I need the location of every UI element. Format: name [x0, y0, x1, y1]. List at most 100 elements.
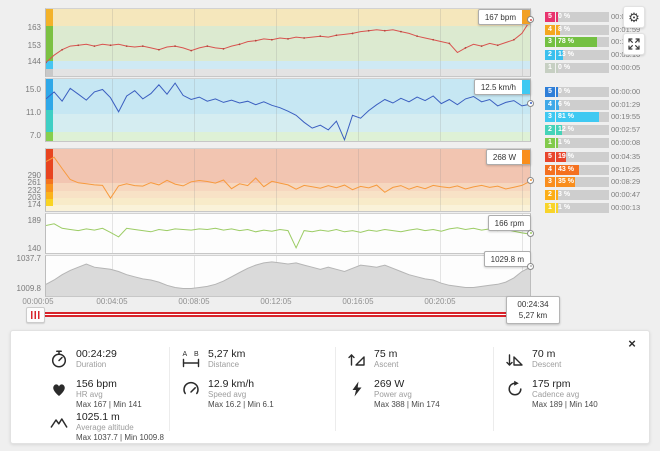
scrubber-tooltip: 00:24:34 5,27 km: [506, 296, 560, 324]
cadence-y-tick: 140: [27, 243, 41, 253]
zone-percent-bar: [556, 37, 597, 48]
zone-time-value: 00:02:57: [611, 125, 641, 135]
power-current-zone-swatch: [522, 150, 530, 164]
descent-icon: [505, 349, 525, 369]
gridline: [440, 214, 441, 253]
zone-time-value: 00:10:25: [611, 164, 641, 174]
heart-icon: [49, 379, 69, 399]
zone-percent-bar: [556, 202, 558, 213]
cadence-y-tick: 189: [27, 215, 41, 225]
power-y-tick: 261: [27, 178, 41, 188]
stat-minmax: Max 1037.7 | Min 1009.8: [76, 433, 164, 442]
power-zone-band: [46, 197, 530, 205]
zone-percent-bar: [556, 62, 558, 73]
cadence-cursor-dot: [527, 229, 534, 237]
cadence-series-line: [46, 223, 530, 249]
stat-minmax: Max 167 | Min 141: [76, 400, 142, 409]
divider: [493, 347, 494, 431]
power-zone-row-3: 3 35 % 00:08:29: [545, 177, 657, 188]
speed-y-tick: 15.0: [25, 84, 41, 94]
gridline: [276, 149, 277, 211]
heart-rate-chart[interactable]: [45, 8, 531, 77]
hr-current-zone-swatch: [522, 10, 530, 24]
zone-percent-track: 35 %: [556, 177, 609, 188]
x-axis-tick-label: 00:04:05: [96, 297, 128, 306]
zone-percent-bar: [556, 190, 558, 201]
stat-label: Distance: [208, 360, 240, 369]
power-y-tick: 203: [27, 192, 41, 202]
zone-percent-value: 6 %: [558, 100, 571, 108]
close-summary-button[interactable]: ×: [628, 336, 636, 351]
speed-series-line: [46, 82, 530, 141]
stat-minmax: Max 189 | Min 140: [532, 400, 598, 409]
altitude-chart[interactable]: [45, 255, 531, 297]
power-zone-band: [46, 190, 530, 198]
gridline: [194, 79, 195, 141]
divider: [335, 347, 336, 431]
scrubber-handle[interactable]: [26, 307, 45, 323]
stat-label: Speed avg: [208, 390, 247, 399]
zone-number-badge: 1: [545, 62, 555, 73]
stat-value: 156 bpm: [76, 378, 117, 390]
zone-percent-value: 81 %: [558, 113, 574, 121]
stat-power-avg: 269 W Power avg Max 388 | Min 174: [347, 378, 440, 410]
gridline: [276, 79, 277, 141]
gridline: [522, 79, 523, 141]
speed-y-tick: 11.0: [26, 107, 41, 117]
settings-button[interactable]: ⚙: [623, 6, 645, 28]
gridline: [112, 9, 113, 76]
zone-time-value: 00:00:13: [611, 202, 641, 212]
power-zone-strip: [46, 198, 53, 207]
zone-number-badge: 3: [545, 112, 555, 123]
power-zone-band: [46, 183, 530, 191]
gridline: [194, 149, 195, 211]
zone-percent-value: 12 %: [558, 126, 574, 134]
hr-zone-strip: [46, 60, 53, 70]
zone-number-badge: 2: [545, 125, 555, 136]
stat-label: Duration: [76, 360, 107, 369]
stat-value: 12.9 km/h: [208, 378, 255, 390]
gridline: [440, 79, 441, 141]
stat-descent: 70 m Descent: [505, 348, 561, 370]
power-chart[interactable]: [45, 148, 531, 212]
power-zone-row-4: 4 43 % 00:10:25: [545, 164, 657, 175]
zone-number-badge: 2: [545, 190, 555, 201]
zone-percent-value: 1 %: [558, 138, 571, 146]
gridline: [194, 9, 195, 76]
speed-value-tooltip: 12.5 km/h: [473, 79, 531, 95]
gridline: [358, 79, 359, 141]
stat-value: 1025.1 m: [76, 411, 120, 423]
speed-zone-strip: [46, 131, 53, 141]
zone-time-value: 00:01:59: [611, 24, 641, 34]
stat-label: Cadence avg: [532, 390, 580, 399]
hr-y-tick: 144: [27, 57, 41, 67]
gridline: [194, 256, 195, 296]
speed-y-tick: 7.0: [29, 131, 41, 141]
drag-bars-icon: [31, 311, 40, 319]
hr-zone-band: [46, 9, 530, 26]
x-axis-tick-label: 00:20:05: [424, 297, 456, 306]
speed-cursor-dot: [527, 99, 534, 107]
fullscreen-button[interactable]: [623, 33, 645, 55]
power-zone-strip: [46, 149, 53, 179]
svg-text:B: B: [194, 351, 199, 358]
speed-chart[interactable]: [45, 78, 531, 142]
gridline: [440, 256, 441, 296]
zone-number-badge: 4: [545, 24, 555, 35]
scrubber-progress-bar[interactable]: [45, 312, 512, 317]
stat-minmax: Max 388 | Min 174: [374, 400, 440, 409]
speed-zone-band: [46, 132, 530, 141]
stat-label: Ascent: [374, 360, 399, 369]
zone-number-badge: 1: [545, 137, 555, 148]
scrubber-time: 00:24:34: [517, 300, 549, 309]
stat-value: 269 W: [374, 378, 405, 390]
cadence-value-tooltip: 166 rpm: [487, 215, 531, 231]
hr-zone-band: [46, 60, 530, 70]
hr-zone-strip: [46, 69, 53, 76]
zone-percent-bar: [556, 112, 599, 123]
zone-time-value: 00:01:29: [611, 99, 641, 109]
altitude-value-tooltip: 1029.8 m: [483, 251, 531, 267]
cadence-chart[interactable]: [45, 213, 531, 254]
